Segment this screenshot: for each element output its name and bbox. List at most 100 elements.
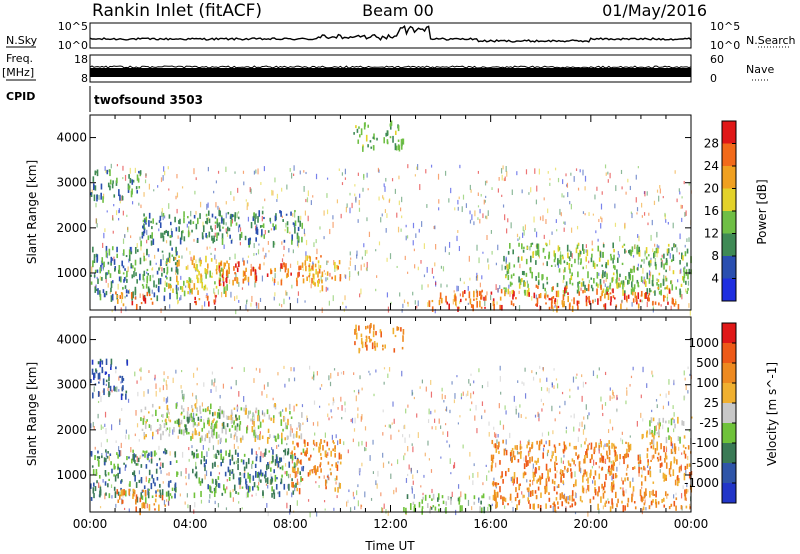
- echo-cell: [218, 265, 221, 272]
- echo-speckle: [161, 267, 163, 272]
- echo-cell: [299, 265, 302, 270]
- echo-cell: [686, 248, 689, 254]
- echo-speckle: [430, 469, 433, 473]
- echo-cell: [239, 420, 242, 425]
- echo-cell: [250, 269, 252, 276]
- echo-speckle: [486, 180, 488, 184]
- echo-cell: [686, 290, 689, 294]
- echo-cell: [94, 269, 97, 273]
- echo-cell: [95, 288, 98, 292]
- echo-speckle: [255, 169, 257, 174]
- echo-speckle: [228, 279, 231, 285]
- echo-speckle: [487, 506, 489, 511]
- echo-cell: [625, 295, 628, 302]
- echo-cell: [156, 295, 159, 302]
- echo-cell: [291, 478, 293, 482]
- echo-speckle: [438, 207, 440, 211]
- echo-cell: [262, 419, 264, 423]
- echo-cell: [238, 424, 241, 431]
- echo-speckle: [203, 418, 205, 424]
- echo-cell: [523, 463, 526, 470]
- echo-speckle: [217, 464, 219, 468]
- echo-speckle: [680, 493, 683, 499]
- echo-cell: [682, 276, 684, 281]
- echo-speckle: [230, 191, 232, 196]
- echo-speckle: [214, 224, 216, 230]
- echo-cell: [109, 169, 111, 177]
- echo-speckle: [264, 476, 266, 481]
- echo-cell: [227, 226, 229, 232]
- echo-cell: [473, 495, 476, 500]
- echo-cell: [442, 500, 445, 505]
- echo-cell: [400, 327, 402, 332]
- echo-cell: [653, 252, 655, 259]
- echo-cell: [99, 490, 101, 498]
- echo-cell: [96, 170, 98, 174]
- echo-cell: [612, 480, 615, 485]
- echo-speckle: [641, 508, 643, 515]
- echo-speckle: [169, 304, 171, 309]
- echo-cell: [216, 449, 219, 453]
- echo-cell: [195, 264, 198, 271]
- echo-speckle: [509, 291, 511, 297]
- echo-speckle: [104, 411, 107, 418]
- echo-speckle: [96, 223, 98, 228]
- echo-speckle: [646, 191, 648, 196]
- echo-cell: [582, 475, 584, 483]
- echo-cell: [622, 505, 625, 512]
- echo-cell: [183, 415, 186, 420]
- echo-cell: [222, 226, 224, 229]
- echo-speckle: [331, 434, 333, 440]
- echo-cell: [267, 462, 269, 466]
- echo-speckle: [364, 491, 366, 498]
- echo-speckle: [340, 396, 342, 402]
- echo-cell: [604, 293, 606, 299]
- echo-speckle: [201, 402, 203, 407]
- echo-cell: [680, 505, 683, 510]
- echo-speckle: [343, 441, 345, 446]
- echo-cell: [214, 216, 217, 219]
- echo-cell: [132, 265, 134, 269]
- echo-cell: [612, 295, 615, 299]
- echo-cell: [274, 224, 277, 230]
- echo-cell: [394, 334, 397, 338]
- echo-cell: [367, 124, 370, 128]
- echo-cell: [238, 477, 240, 481]
- echo-speckle: [417, 300, 419, 307]
- echo-cell: [574, 258, 576, 264]
- echo-speckle: [555, 219, 557, 223]
- nsearch-tick-bottom: 10^0: [710, 39, 740, 52]
- echo-cell: [135, 499, 137, 505]
- echo-speckle: [130, 246, 133, 253]
- echo-speckle: [119, 198, 121, 204]
- echo-cell: [280, 263, 282, 269]
- echo-cell: [173, 426, 175, 433]
- echo-speckle: [151, 268, 153, 271]
- echo-cell: [221, 233, 224, 240]
- echo-cell: [616, 269, 618, 274]
- echo-cell: [535, 494, 538, 500]
- echo-cell: [639, 489, 642, 497]
- echo-cell: [237, 492, 240, 495]
- echo-cell: [389, 136, 392, 139]
- echo-speckle: [241, 287, 244, 290]
- echo-cell: [531, 242, 534, 245]
- echo-cell: [563, 287, 566, 294]
- echo-cell: [295, 482, 297, 488]
- echo-speckle: [444, 395, 446, 399]
- echo-cell: [640, 474, 643, 478]
- echo-cell: [589, 458, 592, 464]
- echo-cell: [300, 433, 303, 440]
- echo-speckle: [336, 267, 338, 271]
- echo-cell: [170, 267, 173, 272]
- echo-speckle: [457, 206, 459, 211]
- echo-speckle: [545, 440, 547, 445]
- echo-cell: [179, 422, 182, 425]
- echo-speckle: [423, 274, 426, 278]
- echo-speckle: [175, 369, 177, 374]
- echo-cell: [240, 231, 243, 238]
- echo-speckle: [181, 451, 184, 458]
- echo-speckle: [126, 214, 128, 217]
- echo-speckle: [373, 393, 375, 397]
- echo-cell: [526, 444, 528, 449]
